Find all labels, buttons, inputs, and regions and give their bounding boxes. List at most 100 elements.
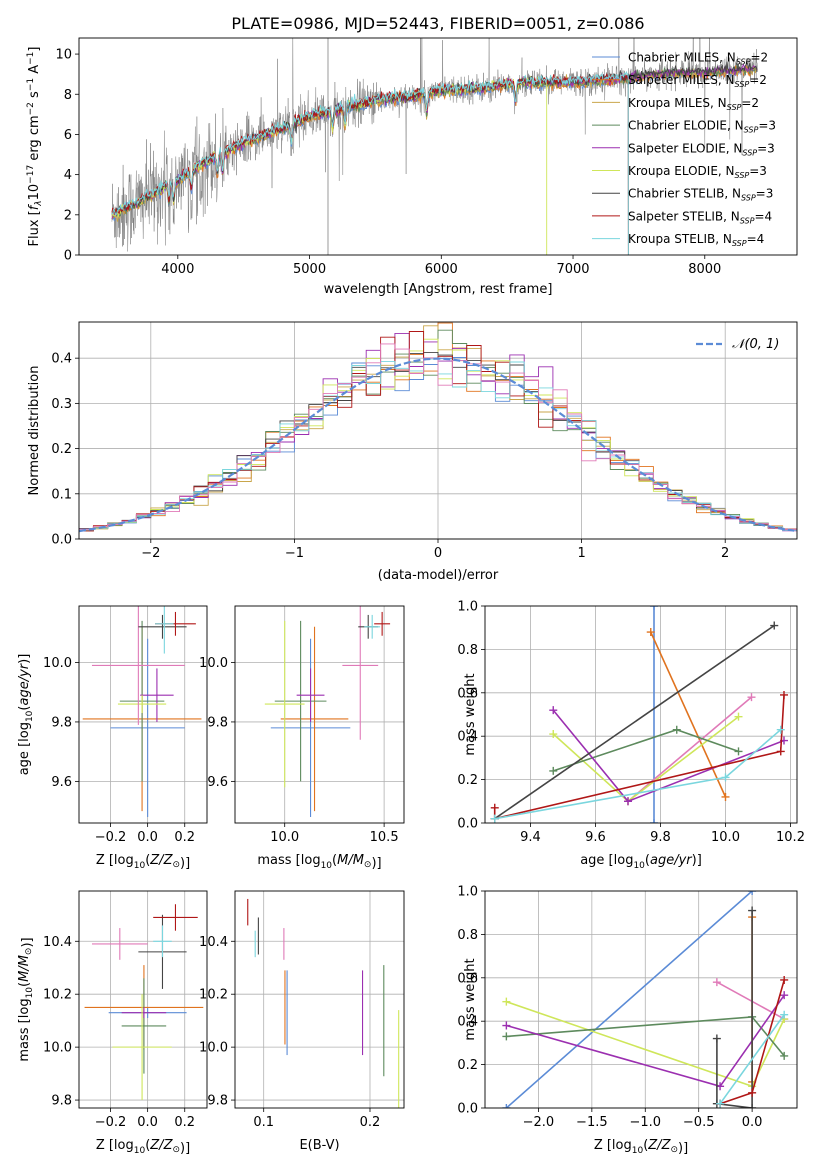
x-tick-label: −0.2 (95, 1115, 127, 1130)
y-tick-label: 4 (64, 168, 72, 183)
axes-frame (484, 890, 798, 1109)
weight-marker (672, 725, 681, 734)
weight-marker (747, 693, 756, 702)
model-line-kroupa-elodie (111, 75, 548, 255)
axes-mass_vs_ebv: 0.1 0.2 9.8 10.0 10.2 10.4 E(B-V) (199, 890, 405, 1153)
axes-frame (78, 605, 208, 824)
axes-frame (78, 321, 798, 540)
weight-marker (712, 978, 721, 987)
x-tick-label: 1 (577, 546, 585, 561)
legend-label: Salpeter MILES, NSSP=2 (628, 73, 767, 89)
weight-marker (502, 1032, 511, 1041)
x-tick-label: 5000 (293, 262, 326, 277)
weight-marker (780, 1010, 789, 1019)
y-axis-label: Normed distribution (27, 366, 42, 496)
x-tick-label: 0.0 (137, 830, 158, 845)
x-tick-label: 6000 (425, 262, 458, 277)
y-tick-label: 0.2 (51, 442, 72, 457)
weight-marker (734, 747, 743, 756)
y-tick-label: 10.4 (43, 935, 72, 950)
y-tick-label: 10.0 (199, 1041, 228, 1056)
y-tick-label: 9.8 (51, 715, 72, 730)
y-tick-label: 0.0 (51, 533, 72, 548)
plot-area-weight_vs_age (490, 606, 788, 823)
weight-marker (780, 1051, 789, 1060)
plot-area-residuals (79, 322, 797, 534)
weight-marker (490, 803, 499, 812)
legend-label: Chabrier STELIB, NSSP=3 (628, 187, 773, 203)
y-tick-label: 0.2 (457, 1058, 478, 1073)
axis-label: E(B-V) (299, 1138, 339, 1153)
y-tick-label: 8 (64, 88, 72, 103)
observed-spectrum (111, 38, 758, 252)
weight-marker (770, 621, 779, 630)
x-axis-label: wavelength [Angstrom, rest frame] (324, 282, 553, 297)
weight-marker (549, 730, 558, 739)
x-tick-label: 10.5 (370, 830, 399, 845)
x-tick-label: −1.5 (576, 1115, 608, 1130)
weight-marker (502, 997, 511, 1006)
x-tick-label: 4000 (161, 262, 194, 277)
y-tick-label: 10.0 (43, 1041, 72, 1056)
x-tick-label: 7000 (556, 262, 589, 277)
weight-marker (780, 991, 789, 1000)
y-tick-label: 0 (64, 249, 72, 264)
axes-age_vs_Z: −0.2 0.0 0.2 9.6 9.8 10.0 Z [log10(Z/Z⊙)] age [… (17, 605, 208, 871)
legend-label: Chabrier MILES, NSSP=2 (628, 51, 768, 67)
axis-label: mass [log10(M/M⊙)] (257, 853, 381, 871)
x-tick-label: −0.2 (95, 830, 127, 845)
y-tick-label: 0.2 (457, 773, 478, 788)
y-tick-label: 0.8 (457, 643, 478, 658)
weight-line-chabrier-stelib (494, 624, 775, 820)
y-tick-label: 0.4 (457, 1015, 478, 1030)
weight-line-chabrier-stelib (716, 910, 753, 1108)
y-tick-label: 0.4 (457, 730, 478, 745)
axes-frame (78, 37, 798, 256)
y-tick-label: 9.8 (207, 715, 228, 730)
weight-marker (549, 706, 558, 715)
plot-area-mass_vs_Z (84, 904, 204, 1101)
legend-label: Salpeter STELIB, NSSP=4 (628, 209, 772, 225)
weight-line-salpeter-miles (649, 631, 727, 798)
weight-marker (780, 975, 789, 984)
axes-mass_vs_Z: −0.2 0.0 0.2 9.8 10.0 10.2 10.4 Z [log10(Z/Z⊙)]… (17, 890, 208, 1156)
x-tick-label: 9.8 (650, 830, 671, 845)
weight-marker (721, 792, 730, 801)
x-tick-label: 0.0 (742, 1115, 763, 1130)
x-tick-label: 0.1 (253, 1115, 274, 1130)
axes-frame (78, 890, 208, 1109)
weight-marker (502, 1021, 511, 1030)
axes-frame (484, 605, 798, 824)
weight-marker (748, 1088, 757, 1097)
weight-line-kroupa-elodie-cross (627, 696, 753, 802)
weight-marker (776, 725, 785, 734)
model-line-kroupa-stelib (111, 70, 629, 255)
weight-marker (650, 819, 658, 823)
y-tick-label: 10.0 (43, 656, 72, 671)
plot-area-age_vs_mass (264, 606, 391, 818)
weight-marker (748, 891, 757, 895)
y-tick-label: 0.1 (51, 487, 72, 502)
y-tick-label: 10.4 (199, 935, 228, 950)
weight-marker (712, 1034, 721, 1043)
axes-spectrum: 4000 5000 6000 7000 8000 0 2 4 6 8 10 Chabrier MILE… (26, 37, 798, 297)
weight-marker (502, 1104, 511, 1108)
axis-label: mass [log10(M/M⊙)] (17, 937, 35, 1061)
axes-residuals: −2 −1 0 1 2 0.0 0.1 0.2 0.3 0.4 𝒩(0, 1) (data-model… (27, 321, 798, 583)
x-tick-label: 0.2 (360, 1115, 381, 1130)
legend-label: Kroupa STELIB, NSSP=4 (628, 232, 764, 248)
x-tick-label: 8000 (688, 262, 721, 277)
y-tick-label: 1.0 (457, 600, 478, 615)
weight-marker (646, 628, 655, 637)
figure-title: PLATE=0986, MJD=52443, FIBERID=0051, z=0… (231, 14, 644, 33)
weight-marker (490, 814, 499, 823)
legend-label: Salpeter ELODIE, NSSP=3 (628, 141, 775, 157)
weight-marker (780, 690, 788, 699)
y-axis-label: Flux [fλ10−17 erg cm−2 s−1 A−1] (26, 47, 44, 247)
y-tick-label: 0.8 (457, 928, 478, 943)
x-tick-label: 0 (434, 546, 442, 561)
axis-label: Z [log10(Z/Z⊙)] (96, 853, 190, 871)
weight-marker (748, 1104, 757, 1108)
y-tick-label: 0.0 (457, 1102, 478, 1117)
